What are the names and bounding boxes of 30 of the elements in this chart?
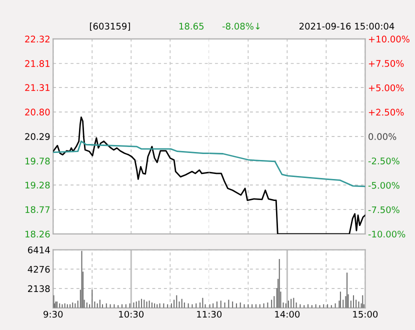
text: -7.50% [368, 206, 400, 214]
y-tick-label: 20.29 [25, 133, 50, 140]
text: +2.50% [368, 108, 404, 116]
y-tick-label: 21.31 [25, 84, 50, 92]
x-tick-label: 11:30 [197, 310, 222, 318]
text: -5.00% [368, 182, 400, 189]
y-tick-label: 19.28 [25, 182, 50, 189]
y-tick-label: 18.77 [25, 206, 50, 214]
y-tick-label: 22.32 [25, 36, 50, 42]
text: 0.00% [368, 133, 396, 140]
text: [603159] [90, 22, 130, 31]
y-tick-label: 18.26 [25, 230, 50, 238]
y-tick-label: 21.81 [25, 60, 50, 67]
text: 18.65 [179, 22, 204, 30]
text: -2.50% [368, 158, 400, 164]
y-tick-label: 19.78 [25, 158, 50, 165]
x-tick-label: 10:30 [119, 310, 144, 318]
y-tick-label: 4276 [28, 266, 50, 273]
y-tick-label: 20.80 [25, 108, 50, 116]
x-tick-label: 15:00 [353, 310, 378, 318]
x-tick-label: 9:30 [44, 310, 63, 318]
x-tick-label: 14:00 [275, 310, 300, 318]
y-tick-label: 6414 [28, 246, 50, 254]
text: 2021-09-16 15:00:04 [299, 22, 394, 30]
y-tick-label: 2138 [28, 285, 50, 292]
text: +7.50% [368, 60, 404, 67]
text: +10.00% [368, 36, 410, 42]
text: +5.00% [368, 84, 404, 92]
text: -10.00% [368, 230, 406, 238]
text: -8.08%↓ [222, 22, 260, 30]
